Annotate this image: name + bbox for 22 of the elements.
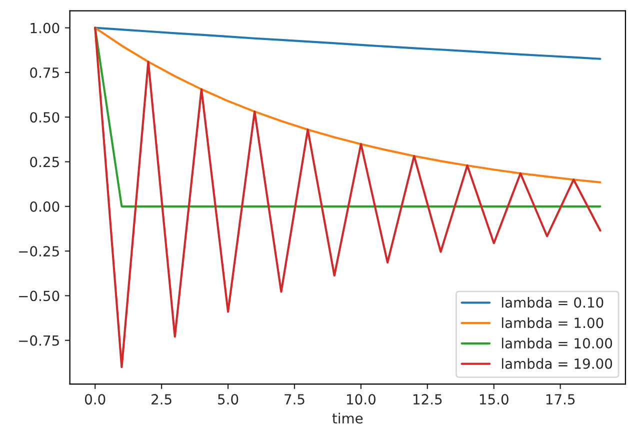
x-tick-label: 7.5 <box>284 394 304 405</box>
legend-label: lambda = 19.00 <box>502 358 612 369</box>
y-tick-label: −0.25 <box>19 246 59 257</box>
y-tick-label: −0.75 <box>19 335 59 346</box>
legend-label: lambda = 1.00 <box>502 317 604 328</box>
y-tick-label: 1.00 <box>30 22 60 34</box>
y-tick-label: −0.50 <box>19 290 60 302</box>
x-axis-title: time <box>332 412 363 424</box>
y-tick-label: 0.00 <box>30 201 60 212</box>
y-tick-label: 0.50 <box>30 112 60 123</box>
y-tick-label: 0.25 <box>30 156 59 168</box>
x-tick-label: 2.5 <box>152 394 172 405</box>
legend-label: lambda = 10.00 <box>502 338 612 349</box>
x-tick-label: 12.5 <box>413 394 442 405</box>
x-tick-label: 5.0 <box>218 394 238 405</box>
line-series <box>94 26 602 60</box>
x-tick-label: 15.0 <box>480 394 508 405</box>
x-tick-label: 17.5 <box>546 394 575 405</box>
x-tick-label: 10.0 <box>347 394 376 405</box>
legend-label: lambda = 0.10 <box>502 296 604 308</box>
y-tick-label: 0.75 <box>30 67 59 78</box>
x-tick-label: 0.0 <box>84 394 106 405</box>
